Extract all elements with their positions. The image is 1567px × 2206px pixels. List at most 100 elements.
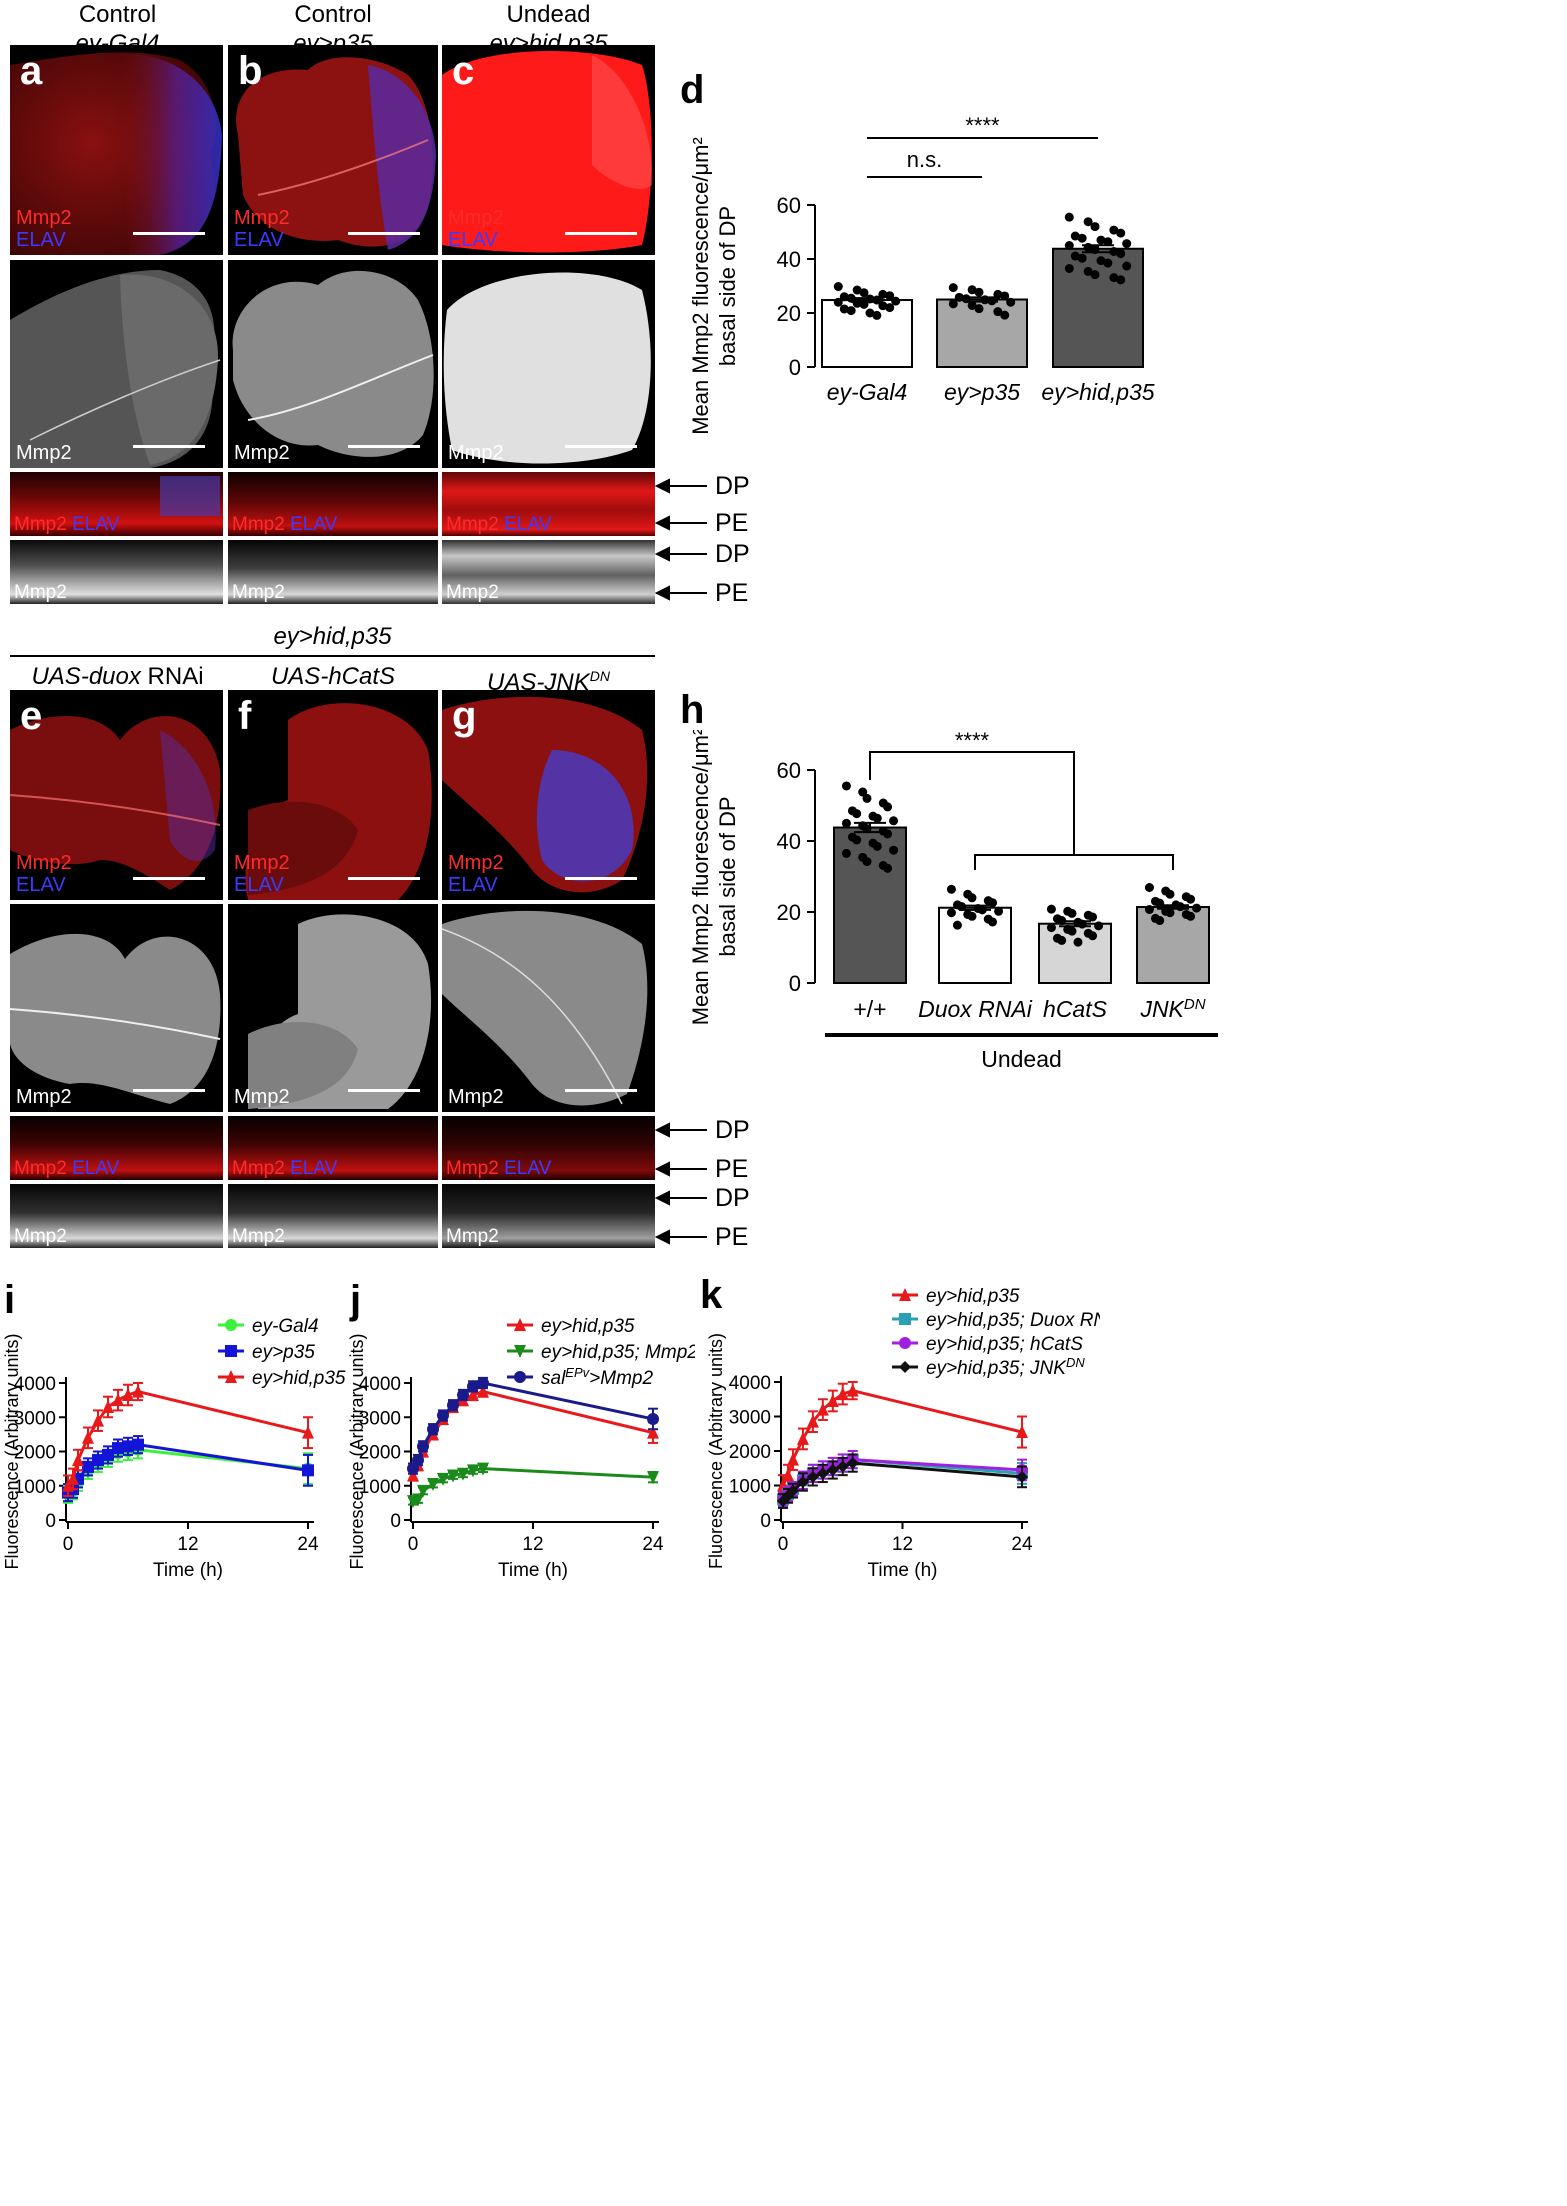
panel-letter-j: j <box>350 1278 362 1322</box>
data-point <box>1192 903 1202 913</box>
tissue-g-gray <box>442 910 648 1106</box>
x-tick-label: JNKDN <box>1139 996 1205 1023</box>
data-point <box>891 296 901 306</box>
data-point <box>1186 894 1196 904</box>
x-tick-label: 12 <box>522 1534 543 1555</box>
data-point <box>885 303 895 313</box>
strip-b-merge: Mmp2 ELAV <box>228 472 438 536</box>
data-point <box>1000 310 1010 320</box>
strip-b-label: Mmp2 ELAV <box>232 514 337 536</box>
data-point <box>1077 253 1087 263</box>
channel-label-b: Mmp2 ELAV <box>234 207 290 251</box>
y-tick-label: 1000 <box>729 1477 771 1498</box>
y-tick-label: 3000 <box>14 1408 56 1429</box>
col-header-f-prefix: UAS- <box>270 663 329 690</box>
data-point <box>852 809 862 819</box>
data-point <box>786 1452 799 1466</box>
data-point <box>457 1467 469 1481</box>
y-tick-label: 20 <box>777 301 801 326</box>
legend-label: ey>hid,p35; JNKDN <box>926 1355 1085 1380</box>
data-point <box>1116 228 1126 238</box>
data-point <box>102 1448 114 1461</box>
mmp2-label: Mmp2 <box>14 1226 67 1247</box>
dp-label-3: DP <box>715 1116 750 1144</box>
elav-label: ELAV <box>72 1158 120 1179</box>
data-point <box>457 1388 469 1401</box>
data-point <box>1067 926 1077 936</box>
data-point <box>883 863 893 873</box>
col-header-e-gene: duox <box>88 663 141 690</box>
data-point <box>839 304 849 314</box>
panel-letter-a: a <box>20 49 43 93</box>
image-f-mmp2-gray: Mmp2 <box>228 904 438 1112</box>
line-chart-k: 0 1000 2000 3000 4000 0 12 24 Time (h) Fluorescen… <box>706 1286 1100 1581</box>
data-point <box>841 848 851 858</box>
data-point <box>786 1484 799 1497</box>
mmp2-label: Mmp2 <box>14 514 67 535</box>
strip-a-gray: Mmp2 <box>10 540 223 604</box>
data-point <box>836 1460 849 1473</box>
data-point <box>447 1399 459 1412</box>
elav-label: ELAV <box>448 229 498 251</box>
data-point <box>412 1454 424 1467</box>
data-point <box>67 1471 79 1485</box>
image-g-mmp2-gray: Mmp2 <box>442 904 655 1112</box>
data-point <box>467 1387 479 1401</box>
legend-label: ey>p35 <box>252 1342 315 1363</box>
data-point <box>447 1469 459 1483</box>
data-point <box>858 787 868 797</box>
data-point <box>862 857 872 867</box>
significance-label: n.s. <box>907 147 942 172</box>
panel-letter-c: c <box>452 49 475 93</box>
data-point <box>836 1387 849 1401</box>
data-point <box>102 1399 114 1413</box>
data-point <box>1144 883 1154 893</box>
col-header-c-line1: Undead <box>506 1 591 28</box>
y-axis-label-line2: basal side of DP <box>715 206 740 366</box>
y-tick-label: 2000 <box>359 1443 401 1464</box>
mmp2-label: Mmp2 <box>234 207 290 229</box>
data-point <box>841 781 851 791</box>
mmp2-label: Mmp2 <box>448 1086 504 1108</box>
data-point <box>885 291 895 301</box>
tissue-g-merge <box>442 696 648 893</box>
panel-letter-f: f <box>238 694 252 738</box>
channel-label-e: Mmp2 ELAV <box>16 852 72 896</box>
legend-label: ey>hid,p35; Duox RNAi <box>926 1310 1100 1331</box>
data-point <box>899 1288 911 1301</box>
data-point <box>1094 921 1104 931</box>
data-point <box>889 845 899 855</box>
data-point <box>1109 225 1119 235</box>
y-tick-label: 4000 <box>359 1374 401 1395</box>
y-tick-label: 60 <box>777 193 801 218</box>
x-tick-label: ey>hid,p35 <box>1041 379 1154 405</box>
data-point <box>946 908 956 918</box>
mmp2-label: Mmp2 <box>446 514 499 535</box>
legend-label-sup: DN <box>1066 1355 1085 1370</box>
channel-label-g: Mmp2 ELAV <box>448 852 504 896</box>
data-point <box>1046 923 1056 933</box>
data-point <box>967 285 977 295</box>
strip-e-gray-label: Mmp2 <box>14 1226 67 1248</box>
data-point <box>1103 258 1113 268</box>
mmp2-label: Mmp2 <box>16 852 72 874</box>
data-point <box>826 1463 839 1476</box>
y-axis-label: Fluorescence (Arbitrary units) <box>2 1333 22 1569</box>
channel-label-g-gray: Mmp2 <box>448 1086 504 1108</box>
y-axis-label-line2: basal side of DP <box>715 796 740 956</box>
y-tick-label: 0 <box>45 1511 56 1532</box>
data-point <box>1057 935 1067 945</box>
mmp2-label: Mmp2 <box>14 1158 67 1179</box>
strip-b-gray-label: Mmp2 <box>232 582 285 604</box>
data-point <box>833 297 843 307</box>
legend-label: ey>hid,p35; Mmp2 RNAi <box>541 1342 695 1363</box>
legend-label: ey>hid,p35 <box>926 1286 1020 1307</box>
data-point <box>514 1318 526 1331</box>
significance-bracket <box>869 751 1075 855</box>
significance-label: **** <box>955 730 990 753</box>
data-point <box>1186 911 1196 921</box>
legend-label: salEPv>Mmp2 <box>541 1365 653 1390</box>
data-point <box>1122 261 1132 271</box>
y-tick-label: 20 <box>777 900 801 925</box>
y-tick-label: 0 <box>390 1511 401 1532</box>
